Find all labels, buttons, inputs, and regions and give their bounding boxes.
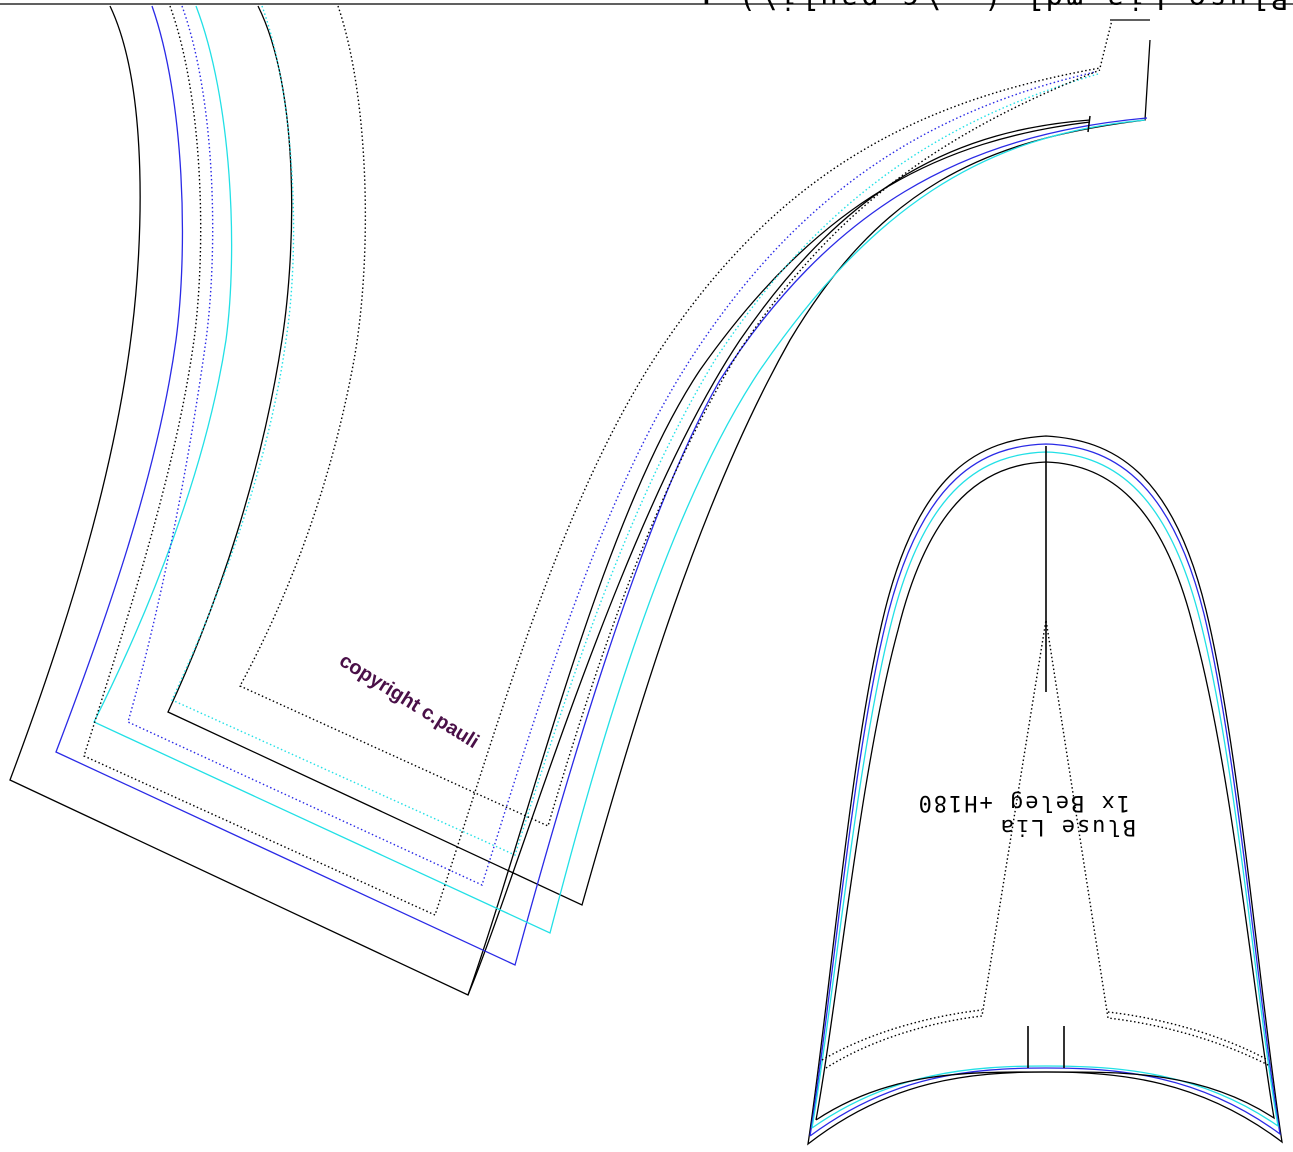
back-outline-blue bbox=[809, 443, 1281, 1137]
facing-seam-black-1 bbox=[83, 5, 1113, 916]
facing-center-line bbox=[467, 121, 1091, 996]
facing-outline-inner bbox=[167, 5, 1151, 906]
facing-size-cyan bbox=[93, 5, 1146, 934]
facing-seam-blue bbox=[127, 5, 1096, 886]
copyright-watermark: copyright c.pauli bbox=[335, 650, 482, 753]
facing-outline-outer bbox=[9, 5, 1091, 996]
piece-label: Bluse Lia 1x Beleg +H180 bbox=[917, 790, 1136, 839]
facing-piece bbox=[9, 5, 1151, 996]
back-inner-facing-dotted bbox=[825, 619, 1271, 1069]
back-outline-inner bbox=[815, 461, 1275, 1121]
facing-seam-black-2 bbox=[239, 5, 1101, 827]
piece-label-cut-info: 1x Beleg +H180 bbox=[917, 790, 1130, 815]
piece-label-name: Bluse Lia bbox=[999, 814, 1136, 839]
back-hem-dotted-left bbox=[821, 1009, 983, 1061]
file-label: Bluse Lia.mdl (..\c pauli\) : bbox=[695, 0, 1288, 15]
back-outline-outer bbox=[807, 435, 1283, 1146]
facing-back-piece bbox=[807, 435, 1283, 1146]
facing-size-blue bbox=[55, 5, 1148, 966]
back-hem-dotted-right bbox=[1107, 1011, 1269, 1061]
facing-notch bbox=[1087, 115, 1091, 133]
facing-seam-cyan bbox=[171, 5, 1099, 856]
back-outline-cyan bbox=[811, 451, 1279, 1129]
